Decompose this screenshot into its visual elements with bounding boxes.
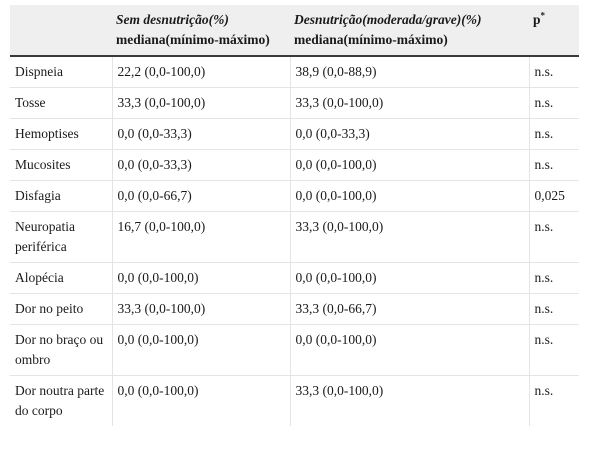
results-table-container: Sem desnutrição(%) mediana(mínimo-máximo…	[10, 5, 579, 426]
no-malnutrition-cell: 16,7 (0,0-100,0)	[112, 211, 291, 263]
p-value-cell: n.s.	[529, 293, 579, 325]
p-value-cell: 0,025	[529, 180, 579, 212]
malnutrition-cell: 0,0 (0,0-100,0)	[290, 262, 530, 294]
no-malnutrition-cell: 0,0 (0,0-66,7)	[112, 180, 291, 212]
header-malnutrition-title: Desnutrição(moderada/grave)(%)	[294, 12, 482, 27]
symptom-cell: Hemoptises	[10, 118, 113, 150]
symptom-cell: Alopécia	[10, 262, 113, 294]
header-malnutrition: Desnutrição(moderada/grave)(%) mediana(m…	[290, 5, 529, 57]
header-malnutrition-subtitle: mediana(mínimo-máximo)	[294, 32, 448, 47]
table-row: Alopécia 0,0 (0,0-100,0) 0,0 (0,0-100,0) n.…	[10, 262, 579, 294]
malnutrition-cell: 0,0 (0,0-33,3)	[290, 118, 530, 150]
symptom-cell: Dor noutra parte do corpo	[10, 375, 113, 426]
no-malnutrition-cell: 0,0 (0,0-100,0)	[112, 262, 291, 294]
header-p-value: p*	[529, 5, 579, 57]
header-p-label: p	[533, 12, 541, 27]
malnutrition-cell: 33,3 (0,0-100,0)	[290, 211, 530, 263]
table-row: Dor no braço ou ombro 0,0 (0,0-100,0) 0,0 …	[10, 324, 579, 376]
table-row: Hemoptises 0,0 (0,0-33,3) 0,0 (0,0-33,3) n.…	[10, 118, 579, 150]
p-value-cell: n.s.	[529, 211, 579, 263]
symptom-cell: Disfagia	[10, 180, 113, 212]
table-header: Sem desnutrição(%) mediana(mínimo-máximo…	[10, 5, 579, 57]
symptom-cell: Dor no peito	[10, 293, 113, 325]
header-row: Sem desnutrição(%) mediana(mínimo-máximo…	[10, 5, 579, 57]
p-value-cell: n.s.	[529, 56, 579, 88]
table-row: Neuropatia periférica 16,7 (0,0-100,0) 33,…	[10, 211, 579, 263]
header-p-footnote-marker: *	[540, 10, 546, 21]
no-malnutrition-cell: 0,0 (0,0-33,3)	[112, 118, 291, 150]
p-value-cell: n.s.	[534, 383, 554, 398]
symptom-cell: Dispneia	[10, 56, 113, 88]
p-value-cell: n.s.	[529, 87, 579, 119]
malnutrition-cell: 33,3 (0,0-100,0)	[290, 375, 530, 426]
header-no-malnutrition-title: Sem desnutrição(%)	[116, 12, 229, 27]
symptom-cell: Neuropatia periférica	[10, 211, 113, 263]
no-malnutrition-cell: 0,0 (0,0-100,0)	[112, 324, 291, 376]
malnutrition-cell: 33,3 (0,0-66,7)	[290, 293, 530, 325]
table-row: Disfagia 0,0 (0,0-66,7) 0,0 (0,0-100,0) 0,0…	[10, 180, 579, 212]
malnutrition-cell: 0,0 (0,0-100,0)	[290, 180, 530, 212]
table-row: Dispneia 22,2 (0,0-100,0) 38,9 (0,0-88,9) n…	[10, 56, 579, 88]
no-malnutrition-cell: 33,3 (0,0-100,0)	[112, 87, 291, 119]
header-no-malnutrition-subtitle: mediana(mínimo-máximo)	[116, 32, 270, 47]
table-row: Dor no peito 33,3 (0,0-100,0) 33,3 (0,0-66…	[10, 293, 579, 325]
symptom-cell: Tosse	[10, 87, 113, 119]
symptom-cell: Dor no braço ou ombro	[10, 324, 113, 376]
malnutrition-cell: 38,9 (0,0-88,9)	[290, 56, 530, 88]
malnutrition-cell: 0,0 (0,0-100,0)	[290, 149, 530, 181]
no-malnutrition-cell: 0,0 (0,0-100,0)	[112, 375, 291, 426]
p-value-cell: n.s.	[529, 149, 579, 181]
table-row: Dor noutra parte do corpo 0,0 (0,0-100,0)…	[10, 375, 579, 426]
malnutrition-cell: 0,0 (0,0-100,0)	[290, 324, 530, 376]
no-malnutrition-cell: 0,0 (0,0-33,3)	[112, 149, 291, 181]
no-malnutrition-cell: 33,3 (0,0-100,0)	[112, 293, 291, 325]
header-no-malnutrition: Sem desnutrição(%) mediana(mínimo-máximo…	[112, 5, 290, 57]
table-row: Tosse 33,3 (0,0-100,0) 33,3 (0,0-100,0) n.s…	[10, 87, 579, 119]
symptom-cell: Mucosites	[10, 149, 113, 181]
no-malnutrition-cell: 22,2 (0,0-100,0)	[112, 56, 291, 88]
malnutrition-cell: 33,3 (0,0-100,0)	[290, 87, 530, 119]
p-value-cell: n.s.	[529, 118, 579, 150]
p-value-cell: n.s.	[529, 324, 579, 376]
p-value-cell: n.s.	[529, 262, 579, 294]
header-symptom	[10, 5, 112, 57]
table-row: Mucosites 0,0 (0,0-33,3) 0,0 (0,0-100,0) n.…	[10, 149, 579, 181]
table-body: Dispneia 22,2 (0,0-100,0) 38,9 (0,0-88,9) n…	[10, 56, 579, 426]
symptom-comparison-table: Sem desnutrição(%) mediana(mínimo-máximo…	[10, 5, 579, 426]
